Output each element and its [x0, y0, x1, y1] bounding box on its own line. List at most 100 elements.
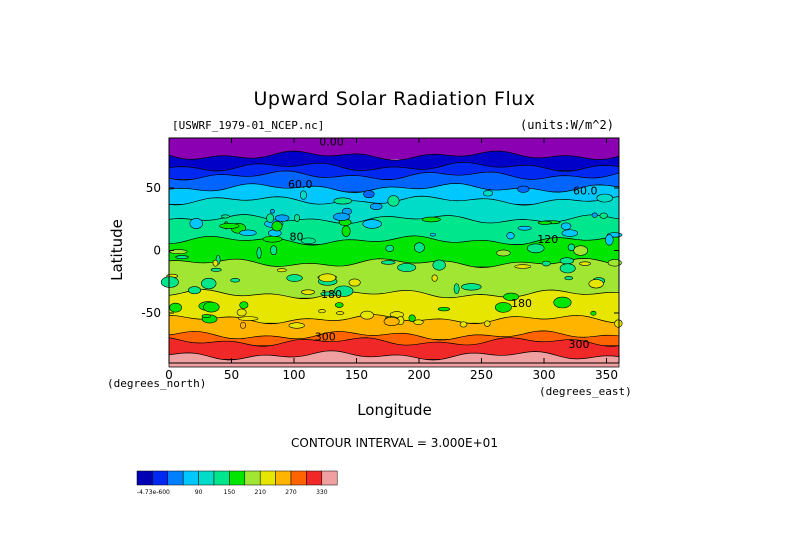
x-tick-label: 0	[165, 368, 173, 382]
contour-blob	[453, 283, 460, 294]
contour-value-label: 120	[537, 233, 558, 246]
contour-blob	[362, 219, 382, 229]
contour-blob	[212, 259, 219, 267]
contour-blob	[614, 319, 623, 328]
contour-blob	[301, 289, 315, 295]
contour-blob	[348, 278, 361, 287]
chart-title: Upward Solar Radiation Flux	[253, 88, 536, 110]
contour-blob	[579, 261, 591, 266]
x-tick-label: 200	[408, 368, 431, 382]
contour-labels: 0.00 60.0 60.0 80 120 180 180 300 300	[288, 136, 598, 352]
contour-blob	[187, 286, 202, 295]
colorbar-swatch	[306, 470, 323, 486]
colorbar: -4.73e-600 90 150 210 270 330	[136, 470, 338, 496]
contour-blob	[169, 249, 188, 255]
contour-blob	[483, 190, 493, 197]
contour-blob	[431, 274, 438, 282]
contour-blob	[363, 190, 375, 199]
contour-blob	[333, 285, 354, 297]
contour-blob	[360, 310, 374, 320]
contour-blob	[496, 249, 511, 257]
colorbar-swatch	[136, 470, 153, 486]
contour-blob	[553, 296, 572, 309]
contour-value-label: 0.00	[319, 136, 344, 149]
contour-value-label: 60.0	[573, 184, 598, 197]
contour-blob	[559, 263, 576, 274]
contour-blob	[294, 214, 300, 222]
contour-blob	[369, 202, 383, 210]
contour-blob	[429, 232, 436, 237]
contour-blob	[387, 195, 400, 207]
contour-blob	[559, 257, 574, 265]
colorbar-swatch	[167, 470, 184, 486]
contour-blob	[567, 243, 575, 252]
x-axis-label: Longitude	[357, 401, 432, 419]
latitude-band	[169, 138, 619, 160]
contour-blob	[286, 274, 303, 282]
contour-blob	[270, 245, 278, 256]
contour-blob	[506, 232, 515, 240]
contour-blob	[421, 216, 441, 223]
x-tick-label: 250	[470, 368, 493, 382]
y-ticks: -50 0 50	[141, 181, 619, 320]
x-tick-label: 300	[533, 368, 556, 382]
colorbar-tick-label: 270	[285, 489, 297, 496]
x-tick-label: 150	[345, 368, 368, 382]
contour-blob	[230, 278, 241, 283]
x-tick-label: 100	[283, 368, 306, 382]
contour-value-label: 180	[321, 288, 342, 301]
contour-blob	[160, 276, 179, 288]
contour-blob	[605, 234, 614, 246]
colorbar-swatch	[259, 470, 276, 486]
colorbar-swatch	[182, 470, 199, 486]
contour-bands	[168, 138, 620, 368]
contour-interval-label: CONTOUR INTERVAL = 3.000E+01	[291, 436, 498, 450]
contour-blob	[380, 260, 396, 265]
contour-blob	[335, 311, 345, 315]
contour-blob	[383, 316, 400, 327]
colorbar-swatch	[152, 470, 169, 486]
contour-blob	[588, 279, 604, 289]
y-unit-label: (degrees_north)	[107, 377, 207, 390]
x-tick-label: 350	[595, 368, 618, 382]
contour-blob	[256, 247, 262, 259]
contour-value-label: 80	[290, 231, 304, 244]
contour-blob	[299, 190, 307, 200]
contour-blob	[408, 314, 416, 322]
y-tick-label: -50	[141, 306, 161, 320]
contour-blob	[560, 222, 572, 230]
contour-blob	[517, 185, 530, 193]
colorbar-tick-label: -4.73e-600	[137, 489, 170, 496]
contour-blob	[169, 302, 182, 313]
latitude-band	[168, 170, 620, 193]
contour-blob	[514, 264, 532, 269]
contour-blob	[236, 308, 247, 317]
contour-blob	[459, 321, 468, 328]
contour-blob	[590, 310, 597, 316]
y-tick-label: 0	[153, 244, 161, 258]
contour-value-label: 300	[569, 338, 590, 351]
contour-blob	[385, 244, 394, 252]
contour-blob	[537, 220, 552, 225]
colorbar-tick-label: 210	[254, 489, 266, 496]
colorbar-tick-label: 150	[224, 489, 236, 496]
contour-blob	[239, 301, 249, 309]
contour-blob	[175, 255, 189, 260]
contour-blob	[262, 235, 283, 243]
contour-blob	[599, 212, 608, 219]
contour-blob	[276, 268, 287, 273]
contour-blob	[561, 229, 579, 237]
contour-blob	[201, 277, 217, 290]
contour-blob	[413, 319, 424, 325]
contour-blob	[334, 302, 344, 308]
colorbar-tick-label: 90	[195, 489, 203, 496]
contour-blob	[332, 212, 351, 221]
contour-blob	[301, 237, 316, 245]
colorbar-swatch	[290, 470, 307, 486]
contour-blob	[274, 214, 290, 222]
contour-blob	[596, 193, 614, 203]
contour-blob	[397, 263, 417, 272]
contour-blob	[220, 214, 230, 219]
contour-blob	[461, 283, 482, 291]
contour-blob	[288, 322, 305, 329]
